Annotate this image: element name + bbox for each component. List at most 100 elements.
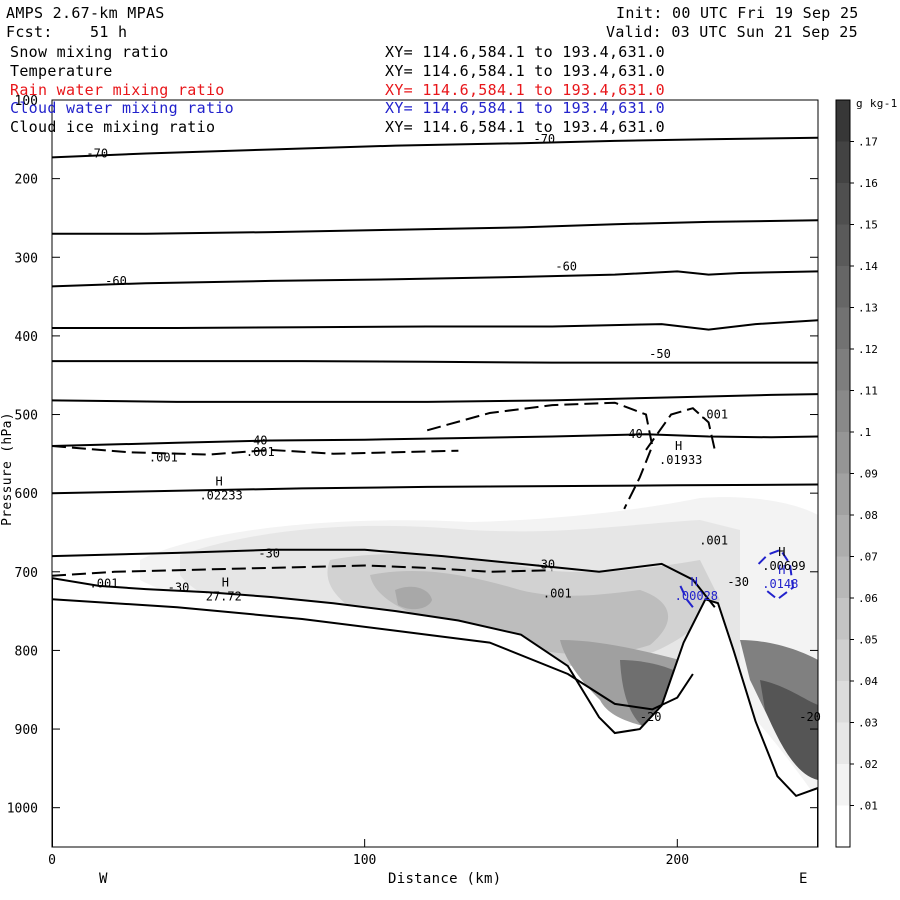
contour-label: -30 [727, 575, 749, 589]
snow-region-dark [395, 586, 432, 610]
field-name-cloud-ice: Cloud ice mixing ratio [10, 118, 216, 136]
temperature-contour [52, 270, 818, 288]
contour-label: -30 [258, 547, 280, 561]
contour-label: -60 [105, 274, 127, 288]
y-tick-label: 600 [15, 487, 38, 502]
temperature-contour [52, 483, 818, 495]
contour-label: -70 [533, 132, 555, 146]
colorbar-swatch [836, 639, 850, 681]
contour-label: -30 [168, 580, 190, 594]
colorbar-swatch [836, 349, 850, 391]
contour-label: -20 [640, 710, 662, 724]
contour-label: -50 [649, 347, 671, 361]
temperature-contour [52, 393, 818, 403]
colorbar-label: .09 [858, 468, 878, 481]
cloud-ice-contour [52, 445, 459, 456]
field-name-cloud-water: Cloud water mixing ratio [10, 99, 234, 117]
contour-layer [52, 136, 818, 711]
colorbar-swatch [836, 805, 850, 847]
field-xy-cloud-water: XY= 114.6,584.1 to 193.4,631.0 [385, 99, 665, 117]
colorbar-swatch [836, 473, 850, 515]
temperature-contour [52, 360, 818, 364]
field-xy-cloud-ice: XY= 114.6,584.1 to 193.4,631.0 [385, 118, 665, 136]
colorbar-swatch [836, 722, 850, 764]
colorbar: .01 .02 .03 .04 .05 .06 .07 .08 .09 .1 .11 .12 .13 .1… [835, 99, 878, 848]
cloud-water-contour [679, 585, 694, 608]
colorbar-label: .01 [858, 800, 878, 813]
colorbar-label: .02 [858, 758, 878, 771]
x-tick-label: 200 [666, 853, 689, 868]
contour-label-layer: .001 -30.001.001-30-40.001-30-40-50-60-60… [86, 132, 821, 724]
colorbar-swatch [836, 515, 850, 557]
colorbar-label: .12 [858, 343, 878, 356]
contour-label: -20 [799, 710, 821, 724]
temperature-contour [52, 136, 818, 159]
maximum-marker: H [778, 563, 785, 577]
maximum-marker: H [222, 576, 229, 590]
y-tick-label: 300 [15, 251, 38, 266]
contour-label: -60 [555, 260, 577, 274]
y-tick-label: 700 [15, 566, 38, 581]
field-xy-rain: XY= 114.6,584.1 to 193.4,631.0 [385, 81, 665, 99]
maximum-marker: H [215, 474, 222, 488]
field-name-snow: Snow mixing ratio [10, 43, 169, 61]
colorbar-swatch [836, 432, 850, 474]
maximum-value: .00699 [762, 559, 805, 573]
model-title: AMPS 2.67-km MPAS [6, 4, 165, 22]
colorbar-label: .17 [858, 136, 878, 149]
colorbar-swatch [836, 141, 850, 183]
forecast-hours: 51 h [90, 23, 128, 41]
contour-label: .001 [543, 587, 572, 601]
x-tick-label: 100 [353, 853, 376, 868]
colorbar-swatch [836, 681, 850, 723]
y-axis-title: Pressure (hPa) [0, 412, 15, 526]
colorbar-label: .03 [858, 717, 878, 730]
x-axis-title: Distance (km) [388, 871, 502, 887]
contour-label: .001 [246, 445, 275, 459]
colorbar-swatch [836, 307, 850, 349]
colorbar-label: .14 [858, 260, 878, 273]
field-xy-temperature: XY= 114.6,584.1 to 193.4,631.0 [385, 62, 665, 80]
field-xy-snow: XY= 114.6,584.1 to 193.4,631.0 [385, 43, 665, 61]
y-tick-label: 800 [15, 644, 38, 659]
temperature-contour [52, 433, 818, 447]
contour-label: .001 [149, 451, 178, 465]
colorbar-label: .11 [858, 385, 878, 398]
maximum-marker: H [778, 545, 785, 559]
maximum-marker: H [675, 439, 682, 453]
maximum-value: 27.72 [206, 590, 242, 604]
y-tick-label: 900 [15, 723, 38, 738]
temperature-contour [52, 548, 716, 608]
cloud-ice-contour [426, 401, 654, 510]
west-label: W [99, 871, 108, 887]
colorbar-label: .08 [858, 509, 878, 522]
y-axis: 100 200 300 400 500 600 700 800 900 1000 [7, 94, 818, 817]
y-tick-label: 100 [15, 94, 38, 109]
x-tick-label: 0 [48, 853, 56, 868]
maximum-value: .00028 [675, 589, 718, 603]
contour-label: .001 [699, 407, 728, 421]
terrain-mask [52, 577, 818, 847]
cloud-ice-contour [645, 407, 716, 451]
colorbar-swatch [836, 224, 850, 266]
colorbar-label: .15 [858, 219, 878, 232]
colorbar-swatch [836, 598, 850, 640]
colorbar-swatch [836, 556, 850, 598]
valid-time: Valid: 03 UTC Sun 21 Sep 25 [606, 23, 858, 41]
colorbar-label: .04 [858, 675, 878, 688]
colorbar-label: .07 [858, 551, 878, 564]
contour-label: .001 [90, 577, 119, 591]
contour-label: -40 [246, 433, 268, 447]
colorbar-label: .1 [858, 426, 871, 439]
colorbar-swatch [836, 183, 850, 225]
colorbar-swatch [836, 266, 850, 308]
snow-region-east-darker [760, 680, 818, 780]
y-tick-label: 500 [15, 409, 38, 424]
temperature-contour [52, 219, 818, 235]
colorbar-label: .16 [858, 177, 878, 190]
y-tick-label: 200 [15, 173, 38, 188]
contour-label: -30 [533, 558, 555, 572]
y-tick-label: 400 [15, 330, 38, 345]
